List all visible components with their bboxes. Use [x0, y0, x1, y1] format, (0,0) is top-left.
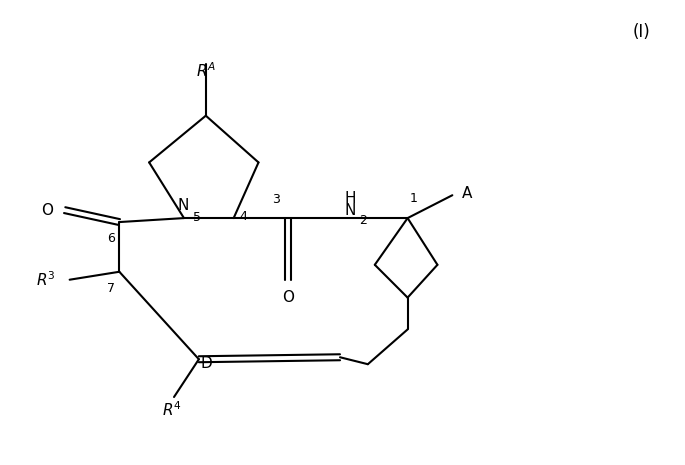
Text: A: A [462, 186, 473, 201]
Text: 5: 5 [193, 211, 201, 224]
Text: 7: 7 [108, 282, 115, 295]
Text: O: O [40, 203, 53, 218]
Text: H: H [344, 191, 356, 206]
Text: N: N [177, 198, 188, 213]
Text: D: D [201, 356, 212, 371]
Text: N: N [345, 203, 356, 218]
Text: $R^A$: $R^A$ [196, 61, 216, 80]
Text: $R^4$: $R^4$ [162, 400, 182, 418]
Text: 3: 3 [273, 193, 280, 206]
Text: 2: 2 [359, 213, 366, 226]
Text: $R^3$: $R^3$ [36, 270, 55, 289]
Text: O: O [282, 290, 295, 305]
Text: 6: 6 [108, 232, 115, 245]
Text: (I): (I) [632, 23, 650, 41]
Text: 4: 4 [240, 210, 247, 223]
Text: 1: 1 [410, 192, 417, 205]
